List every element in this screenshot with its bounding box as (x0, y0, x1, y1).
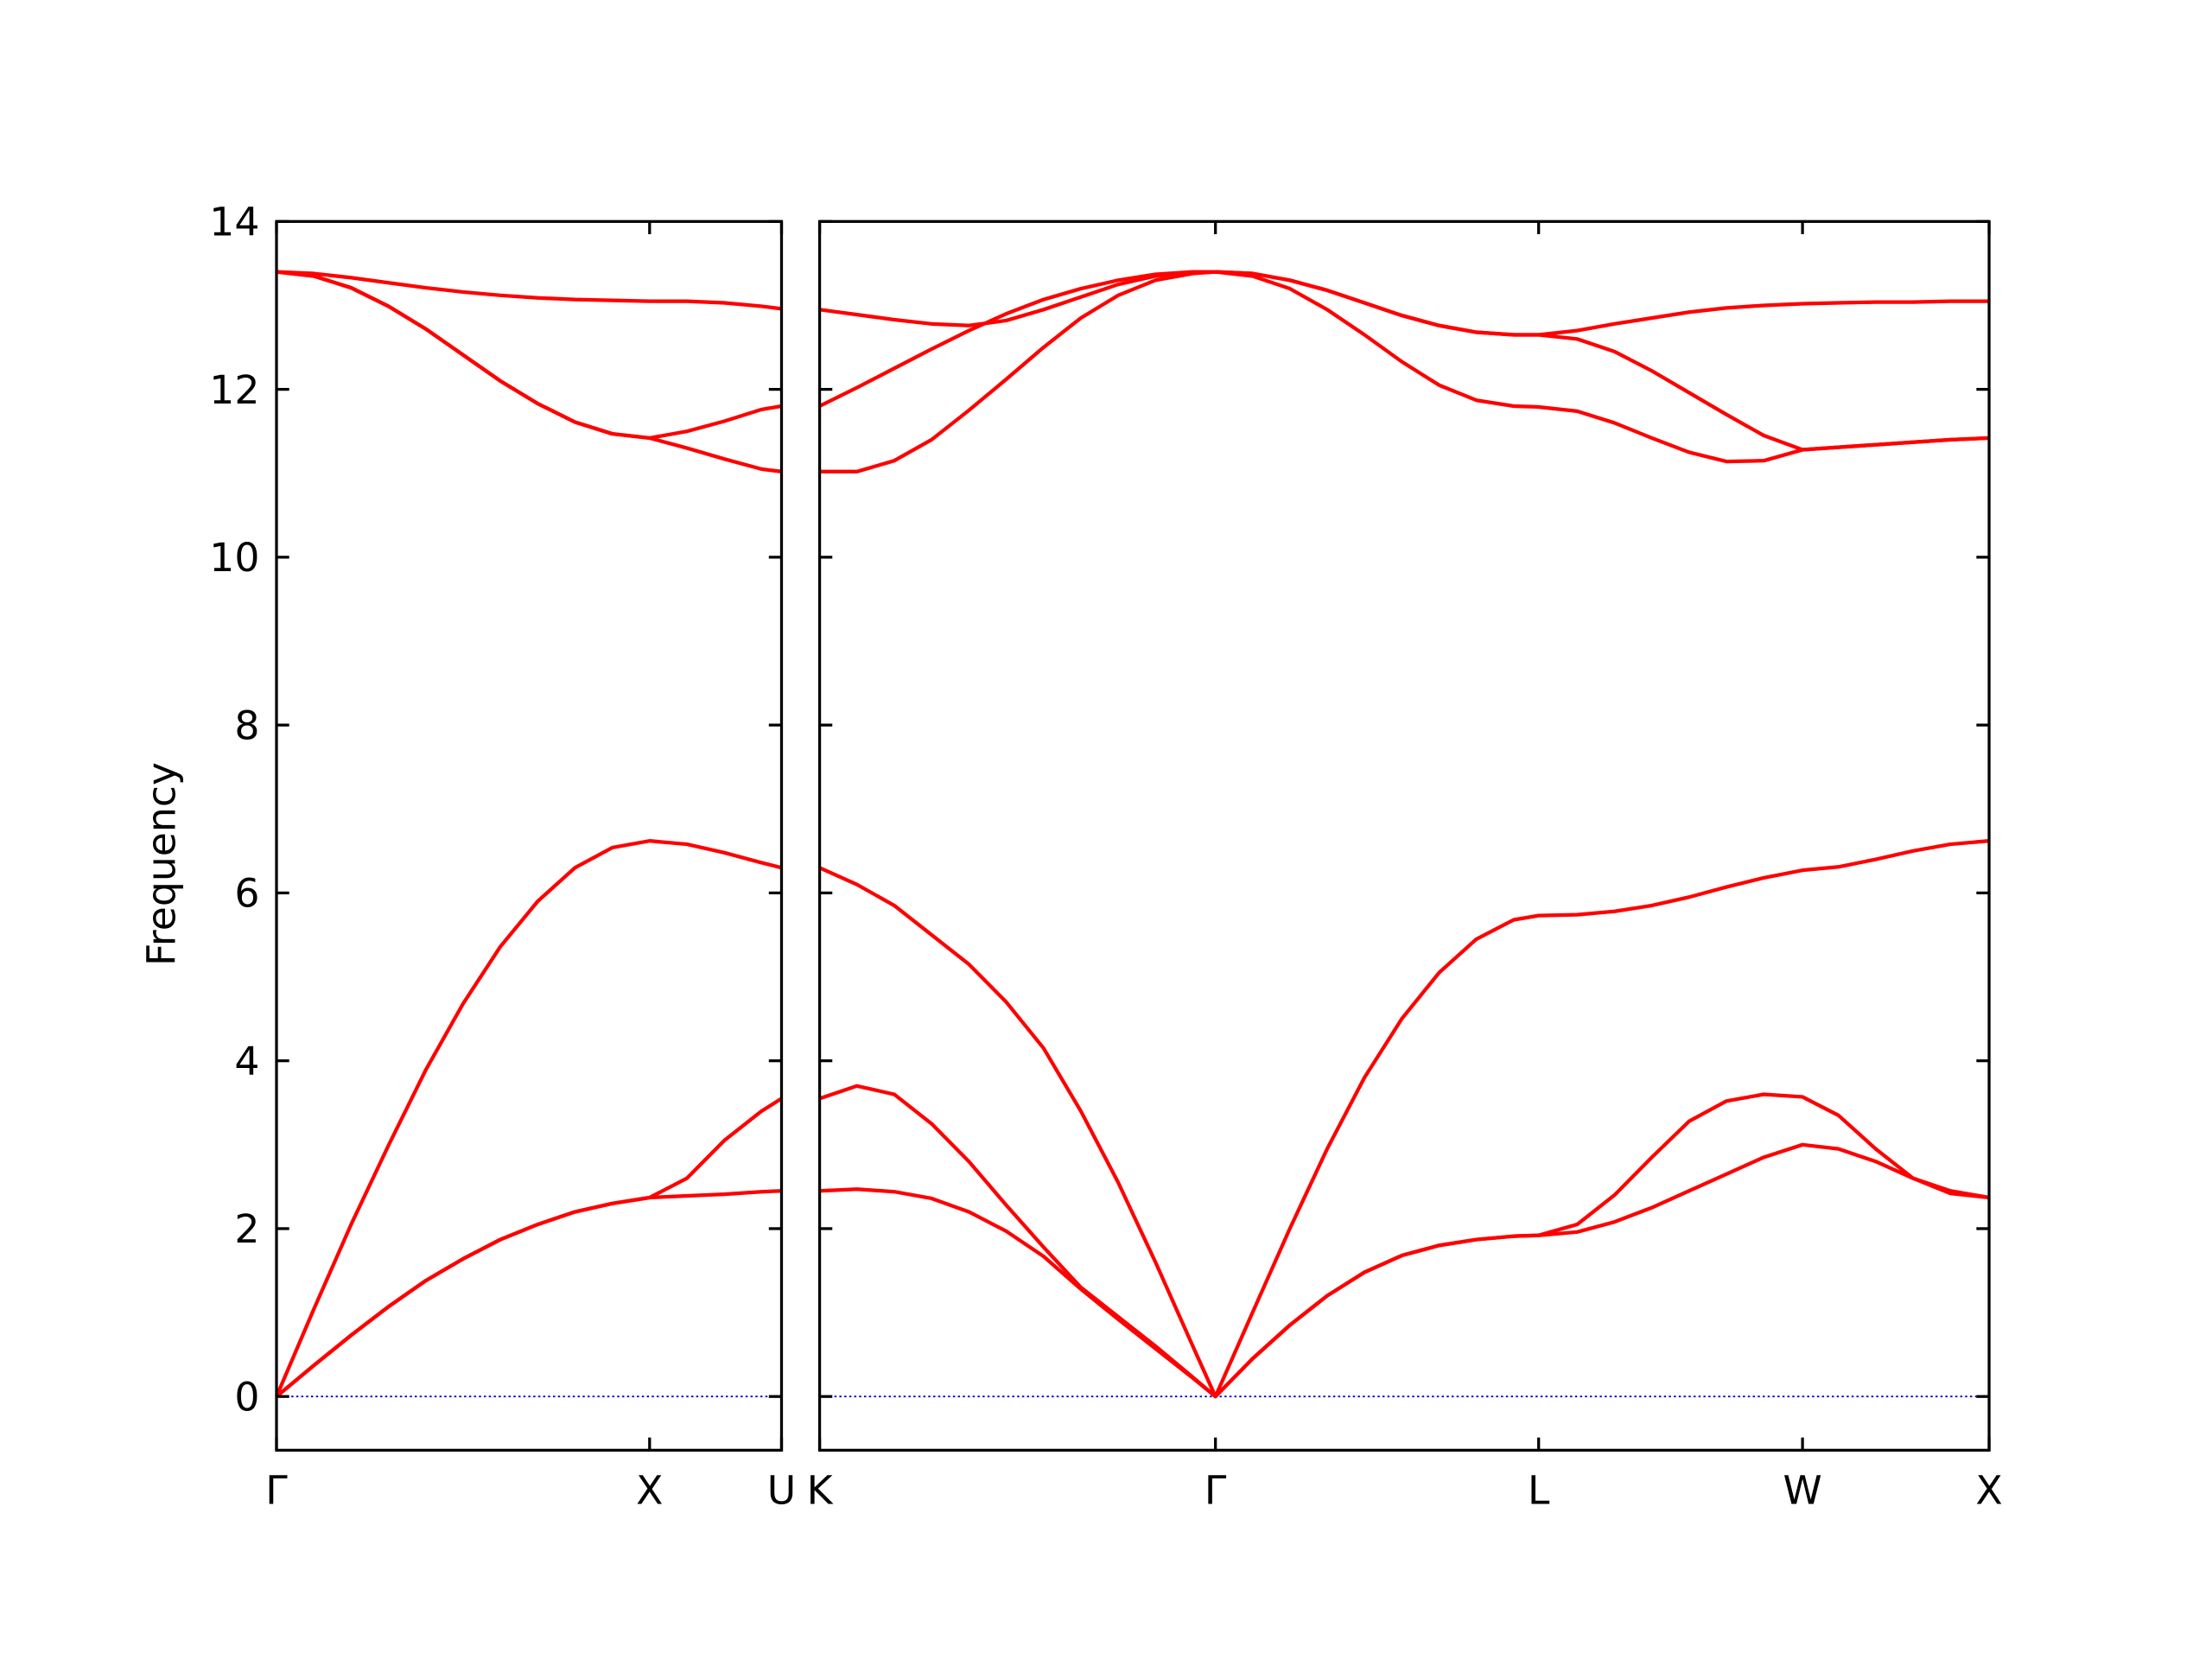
band-line (275, 839, 783, 1398)
band-line (819, 270, 1990, 337)
y-tick-label: 2 (234, 1206, 259, 1252)
band-line (819, 270, 1990, 474)
x-tick-label: L (1528, 1467, 1550, 1513)
plot-frame (817, 219, 1991, 1452)
plot-frame (275, 219, 784, 1452)
y-tick-label: 12 (209, 367, 259, 413)
x-tick-label: K (807, 1467, 834, 1513)
band-line (275, 1096, 783, 1398)
x-tick-label: X (1975, 1467, 2002, 1513)
band-line (276, 270, 782, 311)
band-line (818, 1084, 1990, 1399)
y-tick-label: 4 (234, 1039, 259, 1084)
band-line (818, 270, 1990, 452)
y-tick-label: 8 (234, 702, 259, 748)
band-line (819, 1142, 1990, 1399)
x-tick-label: X (636, 1467, 663, 1513)
y-tick-label: 0 (234, 1375, 259, 1421)
x-tick-label: W (1783, 1467, 1821, 1513)
y-tick-label: 14 (209, 200, 259, 245)
y-axis-label: Frequency (138, 762, 184, 966)
y-tick-label: 10 (209, 535, 259, 581)
band-line (818, 839, 1990, 1399)
x-tick-label: U (767, 1467, 796, 1513)
band-line (276, 270, 782, 474)
x-tick-label: Γ (1205, 1467, 1227, 1513)
y-tick-label: 6 (234, 871, 259, 917)
x-tick-label: Γ (265, 1467, 288, 1513)
